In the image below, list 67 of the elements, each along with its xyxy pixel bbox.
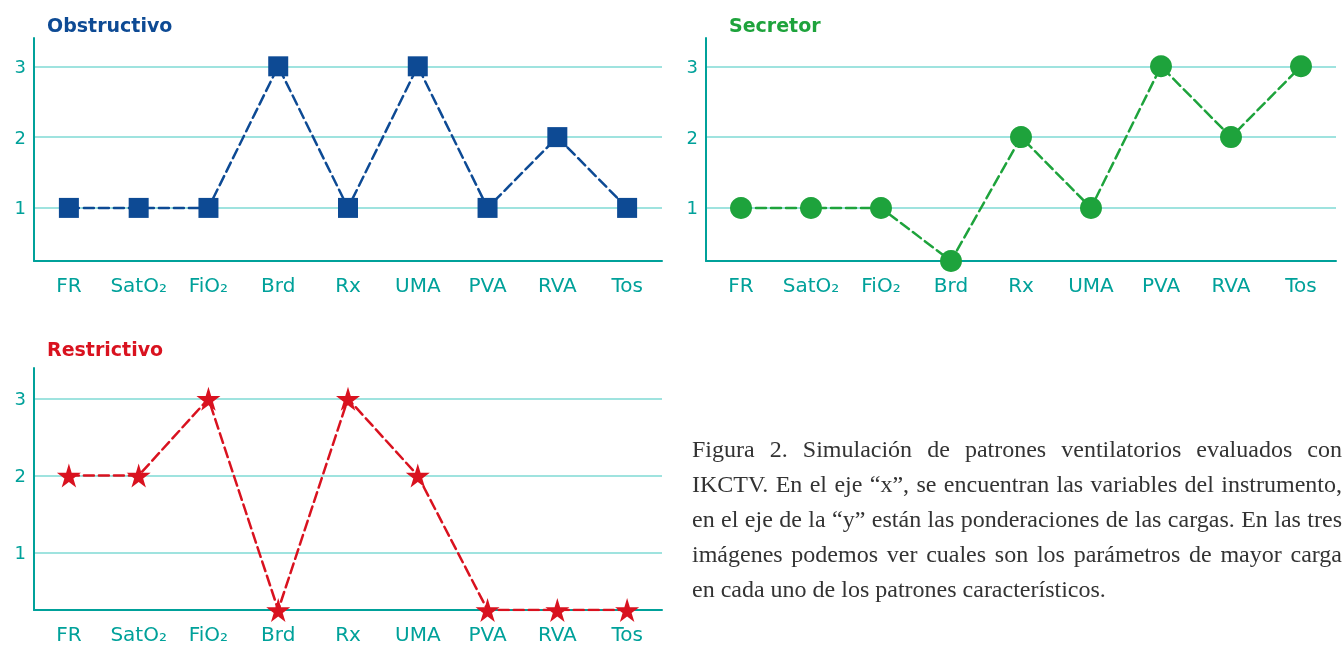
- point: [56, 463, 81, 488]
- point: [405, 463, 430, 488]
- x-tick-label: FR: [728, 273, 754, 297]
- x-tick-label: PVA: [1141, 273, 1181, 297]
- point: [730, 196, 752, 219]
- x-tick-label: RVA: [537, 622, 578, 646]
- x-tick-label: FR: [56, 622, 82, 646]
- x-tick-label: FiO₂: [861, 273, 901, 297]
- point: [1080, 196, 1102, 219]
- x-tick-label: RVA: [537, 273, 578, 297]
- point: [196, 386, 221, 411]
- point: [407, 56, 428, 77]
- y-tick-label: 2: [14, 465, 26, 487]
- point: [940, 250, 962, 272]
- chart-title: Restrictivo: [47, 337, 164, 360]
- x-tick-label: PVA: [468, 622, 507, 646]
- x-tick-label: Rx: [1008, 273, 1035, 297]
- y-tick-label: 3: [14, 55, 26, 77]
- point: [800, 196, 822, 219]
- point: [128, 197, 149, 218]
- text: Figura 2. Simulación de patrones ventilatorios evaluados con IKCTV. En el eje “x”, se encuentran las variables del instrumento, en el eje de la “y” están las ponderaciones de las cargas. En las tres imágenes podemos ver cuales son los parámetros de mayor carga en cada uno de los patrones característicos.: [692, 435, 1342, 604]
- x-tick-label: Rx: [335, 622, 362, 646]
- x-tick-label: FR: [56, 273, 82, 297]
- point: [126, 463, 151, 488]
- point: [615, 598, 640, 622]
- x-tick-label: Tos: [610, 622, 643, 646]
- x-tick-label: Rx: [335, 273, 362, 297]
- y-tick-label: 2: [686, 126, 698, 148]
- x-tick-label: PVA: [468, 273, 507, 297]
- point: [870, 196, 892, 219]
- x-tick-label: SatO₂: [110, 273, 167, 297]
- point: [336, 386, 360, 411]
- point: [1010, 126, 1032, 149]
- y-tick-label: 1: [14, 541, 26, 563]
- x-tick-label: Brd: [933, 273, 969, 297]
- point: [545, 598, 570, 622]
- point: [268, 56, 289, 77]
- x-tick-label: FiO₂: [188, 622, 229, 646]
- y-tick-label: 1: [686, 197, 698, 219]
- point: [617, 197, 638, 218]
- point: [338, 197, 358, 218]
- point: [266, 598, 291, 622]
- chart-title: Secretor: [729, 13, 822, 36]
- point: [477, 197, 498, 218]
- x-tick-label: UMA: [394, 622, 441, 646]
- point: [1220, 126, 1242, 149]
- y-tick-label: 1: [14, 197, 26, 219]
- x-tick-label: SatO₂: [782, 273, 840, 297]
- x-tick-label: SatO₂: [110, 622, 167, 646]
- point: [198, 197, 219, 218]
- x-tick-label: Tos: [610, 273, 643, 297]
- y-tick-label: 3: [686, 55, 698, 77]
- x-tick-label: Tos: [1284, 273, 1317, 297]
- x-tick-label: Brd: [261, 273, 296, 297]
- point: [547, 127, 568, 148]
- point: [1150, 55, 1172, 78]
- chart-title: Obstructivo: [47, 13, 173, 36]
- x-tick-label: UMA: [394, 273, 441, 297]
- y-tick-label: 3: [14, 388, 26, 410]
- x-tick-label: RVA: [1211, 273, 1251, 297]
- point: [1290, 55, 1312, 78]
- point: [475, 598, 500, 622]
- point: [58, 197, 79, 218]
- y-tick-label: 2: [14, 126, 26, 148]
- x-tick-label: Brd: [261, 622, 296, 646]
- x-tick-label: UMA: [1068, 273, 1115, 297]
- x-tick-label: FiO₂: [188, 273, 229, 297]
